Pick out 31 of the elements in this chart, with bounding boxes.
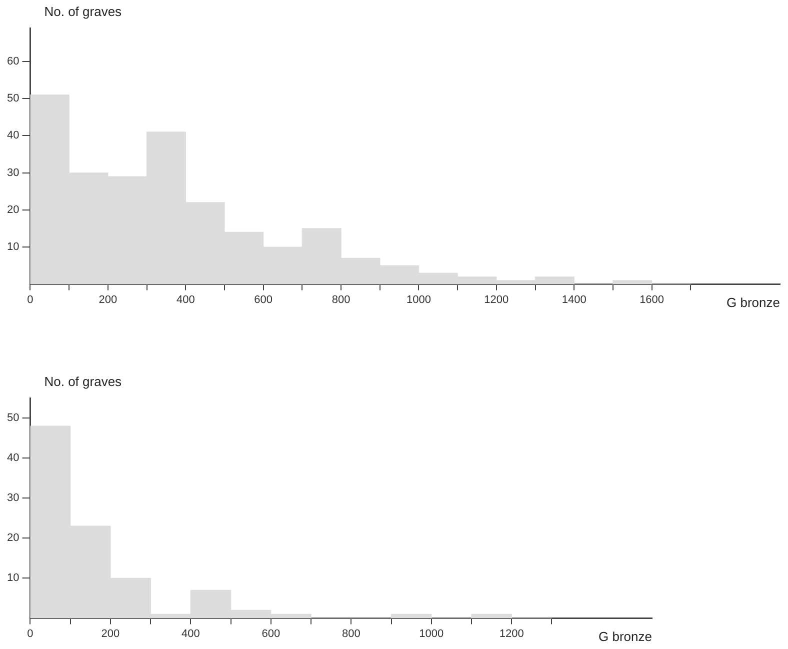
y-tick-label: 40 bbox=[6, 130, 20, 142]
y-tick-label: 20 bbox=[6, 532, 20, 544]
y-tick-label: 10 bbox=[6, 572, 20, 584]
x-tick-label: 800 bbox=[332, 294, 350, 306]
x-tick-label: 200 bbox=[101, 628, 120, 640]
x-tick-label: 1000 bbox=[406, 294, 431, 306]
y-tick-label: 40 bbox=[6, 452, 20, 464]
y-tick-label: 50 bbox=[6, 412, 20, 424]
x-axis-title: G bronze bbox=[726, 294, 780, 310]
x-tick-label: 1400 bbox=[562, 294, 586, 306]
y-tick-label: 20 bbox=[6, 204, 20, 216]
y-tick-label: 50 bbox=[6, 92, 20, 105]
x-tick-label: 1200 bbox=[499, 628, 524, 640]
x-axis-title: G bronze bbox=[598, 628, 652, 644]
x-tick-label: 1600 bbox=[640, 294, 664, 306]
y-tick-label: 60 bbox=[6, 55, 20, 68]
x-tick-label: 0 bbox=[27, 294, 34, 306]
y-tick-label: 30 bbox=[6, 492, 20, 504]
x-tick-label: 400 bbox=[176, 294, 195, 306]
x-tick-label: 1200 bbox=[484, 294, 509, 306]
y-axis-title: No. of graves bbox=[44, 4, 122, 20]
y-tick-label: 30 bbox=[6, 166, 20, 179]
x-tick-label: 600 bbox=[262, 628, 280, 640]
x-tick-label: 1000 bbox=[419, 628, 444, 640]
y-tick-label: 10 bbox=[6, 241, 20, 254]
y-axis-title: No. of graves bbox=[44, 374, 122, 390]
x-tick-label: 200 bbox=[98, 294, 118, 306]
x-tick-label: 0 bbox=[27, 628, 34, 640]
x-tick-label: 400 bbox=[182, 628, 200, 640]
x-tick-label: 800 bbox=[342, 628, 360, 640]
x-tick-label: 600 bbox=[254, 294, 273, 306]
